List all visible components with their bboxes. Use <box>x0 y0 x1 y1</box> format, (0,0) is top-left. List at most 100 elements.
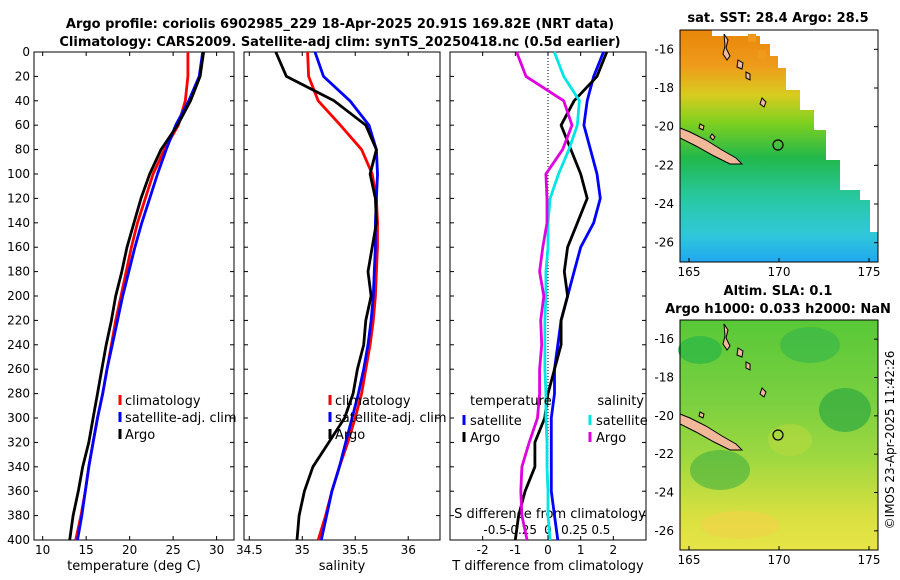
depth-tick-label: 0 <box>22 45 30 59</box>
x-tick-label: 30 <box>209 543 224 557</box>
x2-tick-label: -0.25 <box>506 523 537 537</box>
legend-label: satellite-adj. clim <box>125 411 237 426</box>
figure-title-line2: Climatology: CARS2009. Satellite-adj cli… <box>59 35 620 50</box>
depth-tick-label: 80 <box>15 143 30 157</box>
x-tick-label: 34.5 <box>236 543 263 557</box>
map-x-tick-label: 165 <box>678 553 701 567</box>
x-axis-label: salinity <box>319 559 366 574</box>
legend-label: Argo <box>335 428 365 443</box>
map-y-tick-label: -16 <box>654 42 674 56</box>
depth-tick-label: 180 <box>7 265 30 279</box>
legend-label: satellite-adj. clim <box>335 411 447 426</box>
map-x-tick-label: 175 <box>858 553 881 567</box>
x2-axis-label: S difference from climatology <box>454 507 646 522</box>
depth-tick-label: 120 <box>7 191 30 205</box>
map-y-tick-label: -18 <box>654 81 674 95</box>
map-x-tick-label: 170 <box>768 265 791 279</box>
legend-label: Argo <box>470 431 500 446</box>
x-axis-label: T difference from climatology <box>451 559 644 574</box>
salinity-panel: 34.5 35 35.5 36 salinity climatology satellite… <box>236 51 447 574</box>
depth-tick-label: 280 <box>7 387 30 401</box>
depth-tick-label: 160 <box>7 240 30 254</box>
x-tick-label: -1 <box>509 543 521 557</box>
x-tick-label: 15 <box>79 543 94 557</box>
map-y-tick-label: -20 <box>654 409 674 423</box>
x-tick-label: 35.5 <box>342 543 369 557</box>
series-line-salinity-satellite <box>543 51 581 541</box>
map-y-tick-label: -22 <box>654 447 674 461</box>
sst-field <box>680 30 878 262</box>
x-tick-label: 1 <box>577 543 585 557</box>
series-line-satellite-adj-clim <box>76 51 205 541</box>
x-tick-label: 20 <box>122 543 137 557</box>
map-x-tick-label: 170 <box>768 553 791 567</box>
plot-frame <box>33 51 235 541</box>
depth-tick-label: 200 <box>7 289 30 303</box>
new-caledonia-land <box>679 127 744 165</box>
x-tick-label: 2 <box>610 543 618 557</box>
imos-stamp: ©IMOS 23-Apr-2025 11:42:26 <box>883 351 897 530</box>
depth-tick-label: 60 <box>15 118 30 132</box>
x-tick-label: 35 <box>295 543 310 557</box>
series-line-argo <box>274 51 378 541</box>
map-y-tick-label: -26 <box>654 524 674 538</box>
map-y-tick-label: -24 <box>654 197 674 211</box>
map-y-tick-label: -18 <box>654 371 674 385</box>
x-tick-label: -2 <box>477 543 489 557</box>
argo-position-marker-sla <box>772 429 784 441</box>
legend-title-salinity: salinity <box>597 394 644 409</box>
depth-tick-label: 300 <box>7 411 30 425</box>
legend-label: Argo <box>125 428 155 443</box>
depth-tick-label: 100 <box>7 167 30 181</box>
sla-map-title-line1: Altim. SLA: 0.1 <box>724 284 833 299</box>
legend-label: climatology <box>125 394 201 409</box>
series-line-salinity-argo <box>515 51 574 541</box>
depth-tick-label: 340 <box>7 460 30 474</box>
sla-map-title-line2: Argo h1000: 0.033 h2000: NaN <box>665 302 891 317</box>
x2-tick-label: -0.5 <box>483 523 506 537</box>
x-tick-label: 25 <box>165 543 180 557</box>
figure-title-line1: Argo profile: coriolis 6902985_229 18-Ap… <box>66 17 614 32</box>
depth-tick-label: 400 <box>7 533 30 547</box>
depth-tick-label: 140 <box>7 216 30 230</box>
x2-tick-label: 0.5 <box>591 523 610 537</box>
x-axis-label: temperature (deg C) <box>67 559 201 574</box>
legend-title-temperature: temperature <box>470 394 552 409</box>
legend-label: climatology <box>335 394 411 409</box>
depth-tick-label: 220 <box>7 313 30 327</box>
map-y-tick-label: -26 <box>654 236 674 250</box>
series-line-satellite-adj-clim <box>313 51 379 541</box>
sla-map <box>678 319 879 551</box>
series-line-temperature-argo <box>513 51 609 541</box>
map-x-tick-label: 175 <box>858 265 881 279</box>
depth-tick-label: 260 <box>7 362 30 376</box>
series-line-climatology <box>74 52 190 541</box>
sst-map-axes: 165 170 175 -16 -18 -20 -22 -24 -26 <box>654 42 880 279</box>
legend-label: satellite <box>596 414 648 429</box>
legend-label: satellite <box>470 414 522 429</box>
depth-tick-label: 380 <box>7 509 30 523</box>
depth-tick-label: 240 <box>7 338 30 352</box>
x-tick-label: 36 <box>401 543 416 557</box>
sla-map-axes: 165 170 175 -16 -18 -20 -22 -24 -26 <box>654 332 880 567</box>
map-y-tick-label: -20 <box>654 120 674 134</box>
x-tick-label: 0 <box>544 543 552 557</box>
x2-tick-label: 0.25 <box>561 523 588 537</box>
temperature-panel: 0 20 40 60 80 100 120 140 160 180 200 220 240 260 280 3… <box>7 45 237 574</box>
map-y-tick-label: -22 <box>654 158 674 172</box>
depth-tick-label: 320 <box>7 435 30 449</box>
depth-tick-label: 20 <box>15 69 30 83</box>
x-tick-label: 10 <box>35 543 50 557</box>
sst-map-title: sat. SST: 28.4 Argo: 28.5 <box>687 11 868 26</box>
map-x-tick-label: 165 <box>678 265 701 279</box>
difference-panel: -2 -1 0 1 2 T difference from climatology S di… <box>449 51 648 574</box>
depth-tick-label: 40 <box>15 94 30 108</box>
argo-position-marker <box>772 139 784 151</box>
sst-map <box>679 29 879 263</box>
depth-tick-label: 360 <box>7 484 30 498</box>
map-y-tick-label: -16 <box>654 332 674 346</box>
legend-label: Argo <box>596 431 626 446</box>
map-y-tick-label: -24 <box>654 486 674 500</box>
series-line-argo <box>68 51 205 541</box>
